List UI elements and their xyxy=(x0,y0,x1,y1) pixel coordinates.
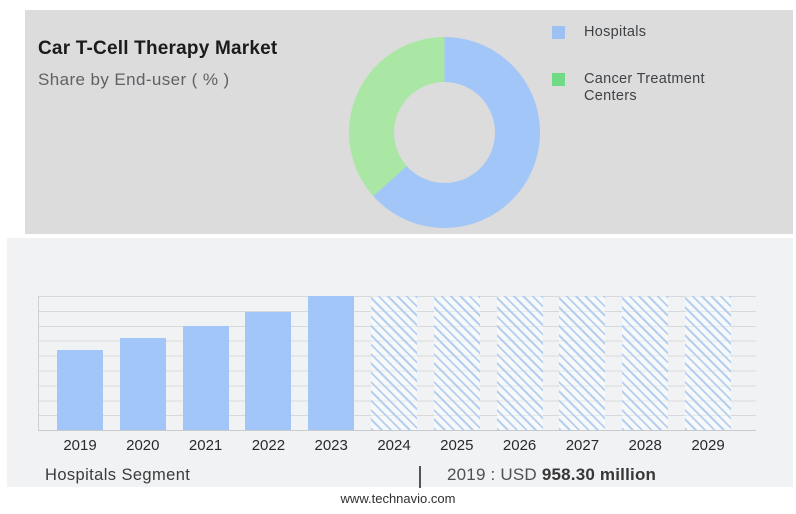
website-url: www.technavio.com xyxy=(340,491,456,506)
x-axis-tick-label: 2026 xyxy=(502,437,537,454)
bar-actual xyxy=(245,312,292,430)
x-axis-line xyxy=(38,430,756,431)
legend-swatch xyxy=(552,73,565,86)
caption-separator: | xyxy=(417,462,423,488)
legend-label: Cancer Treatment Centers xyxy=(584,71,705,104)
bar-forecast xyxy=(433,296,480,430)
chart-subtitle: Share by End-user ( % ) xyxy=(38,70,230,89)
segment-label: Hospitals Segment xyxy=(45,466,191,484)
trend-panel: 2019 2020 2021 2022 2023 2024 2025 2026 2027 2028… xyxy=(7,238,793,490)
legend-item: Cancer Treatment Centers xyxy=(552,71,732,105)
bar-actual xyxy=(182,326,229,430)
x-axis-tick-label: 2025 xyxy=(440,437,474,454)
x-axis-tick-label: 2024 xyxy=(377,437,411,454)
anchor-value-bold: 958.30 million xyxy=(541,465,657,484)
caption-row: Hospitals Segment | 2019 : USD 958.30 mi… xyxy=(7,462,793,490)
legend-label: Hospitals xyxy=(584,24,647,40)
bar-chart: 2019 2020 2021 2022 2023 2024 2025 2026 2027 2028… xyxy=(38,296,756,454)
x-axis-tick-label: 2020 xyxy=(126,437,160,454)
chart-title: Car T-Cell Therapy Market xyxy=(38,38,278,59)
legend-item: Hospitals xyxy=(552,24,646,41)
bar-actual xyxy=(308,296,355,430)
bar-forecast xyxy=(622,296,669,430)
x-axis-tick-label: 2029 xyxy=(691,437,725,454)
share-panel: Car T-Cell Therapy Market Share by End-u… xyxy=(25,10,793,234)
bar-forecast xyxy=(371,296,417,430)
bar-forecast xyxy=(685,296,731,430)
x-axis-tick-label: 2019 xyxy=(63,437,97,454)
legend-swatch xyxy=(552,26,565,39)
x-axis-tick-label: 2022 xyxy=(251,437,286,454)
anchor-value-prefix: 2019 : USD xyxy=(447,465,542,484)
y-axis-line xyxy=(38,296,39,431)
bar-actual xyxy=(119,338,166,430)
donut-hole xyxy=(394,82,495,183)
bar-forecast xyxy=(559,296,606,430)
x-axis-tick-label: 2028 xyxy=(628,437,662,454)
donut-chart xyxy=(349,37,540,228)
x-axis-tick-label: 2023 xyxy=(314,437,348,454)
bar-actual xyxy=(57,350,103,430)
anchor-value: 2019 : USD 958.30 million xyxy=(447,465,656,485)
bar-forecast xyxy=(496,296,543,430)
x-axis-tick-label: 2021 xyxy=(188,437,223,454)
x-axis-tick-label: 2027 xyxy=(565,437,600,454)
